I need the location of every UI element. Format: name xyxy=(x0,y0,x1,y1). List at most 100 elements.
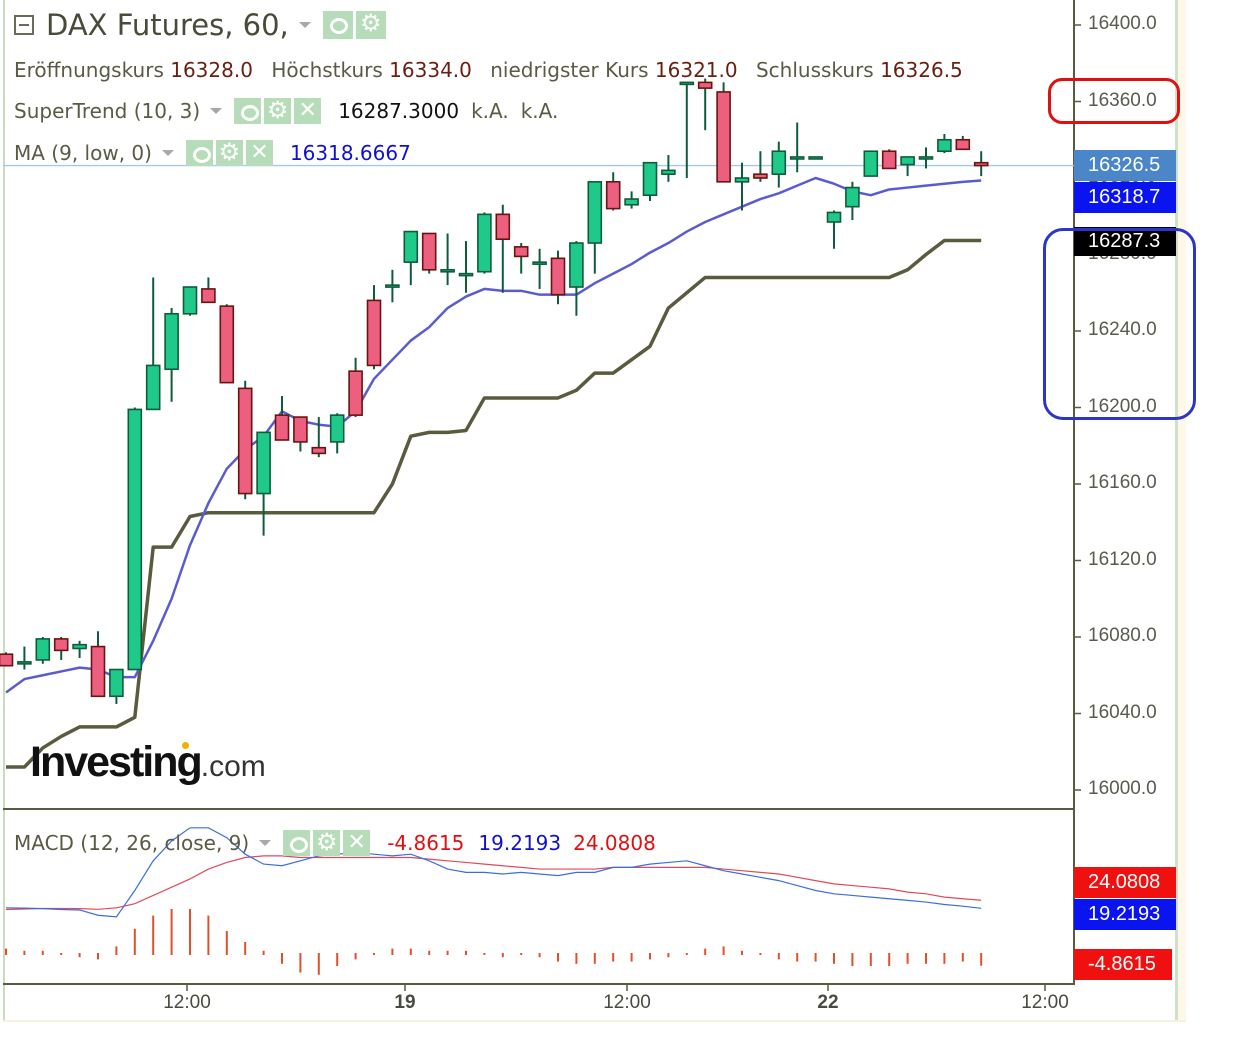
candle-up xyxy=(624,198,639,206)
candle-up xyxy=(808,156,823,160)
candle-up xyxy=(458,272,474,277)
high-value: 16334.0 xyxy=(389,58,472,82)
macd-histogram-tag: -4.8615 xyxy=(1074,949,1172,980)
candle-down xyxy=(348,370,363,416)
candle-up xyxy=(900,156,915,166)
candle-up xyxy=(72,643,87,650)
candle-down xyxy=(550,257,566,296)
chevron-down-icon[interactable] xyxy=(259,840,272,846)
bottom-frame-border xyxy=(3,1020,1186,1022)
settings-gear-icon[interactable] xyxy=(215,138,243,166)
ma-price-tag: 16318.7 xyxy=(1074,182,1176,213)
price-axis-label: 16360.0 xyxy=(1088,89,1157,111)
collapse-icon[interactable] xyxy=(14,15,34,35)
candle-up xyxy=(642,161,658,197)
remove-x-icon[interactable] xyxy=(343,830,371,856)
chevron-down-icon[interactable] xyxy=(298,22,311,28)
candle-down xyxy=(495,213,511,240)
candle-down xyxy=(293,416,308,443)
candle-up xyxy=(771,150,787,175)
candle-up xyxy=(734,177,750,183)
low-label: niedrigster Kurs xyxy=(490,58,649,82)
macd-line-tag: 19.2193 xyxy=(1074,899,1176,930)
time-axis-label: 12:00 xyxy=(603,992,651,1013)
price-axis-label: 16160.0 xyxy=(1088,472,1157,493)
candle-down xyxy=(753,173,768,179)
open-label: Eröffnungskurs xyxy=(14,58,164,82)
candle-up xyxy=(145,364,161,411)
supertrend-extra-2: k.A. xyxy=(520,99,559,123)
ohlc-legend: Eröffnungskurs 16328.0 Höchstkurs 16334.… xyxy=(14,58,975,82)
visibility-icon[interactable] xyxy=(283,830,311,856)
settings-gear-icon[interactable] xyxy=(313,828,341,856)
candle-down xyxy=(421,232,437,271)
candle-up xyxy=(403,230,419,263)
candle-up xyxy=(826,211,842,223)
visibility-icon[interactable] xyxy=(322,11,353,39)
supertrend-label: SuperTrend (10, 3) xyxy=(14,99,201,123)
moving-average-line xyxy=(5,176,982,694)
candle-up xyxy=(127,408,143,671)
settings-gear-icon[interactable] xyxy=(264,96,292,124)
time-axis-label: 22 xyxy=(817,992,839,1013)
macd-signal-value: 24.0808 xyxy=(573,831,656,855)
candle-down xyxy=(0,653,14,667)
candle-up xyxy=(845,186,860,208)
candle-down xyxy=(311,446,327,455)
logo-star-icon xyxy=(182,742,189,749)
candle-down xyxy=(716,91,731,183)
candle-up xyxy=(679,81,695,86)
candle-up xyxy=(477,213,492,273)
candle-up xyxy=(182,286,198,315)
candle-down xyxy=(237,387,253,495)
chart-title: DAX Futures, 60, xyxy=(46,8,289,42)
candle-up xyxy=(329,414,345,443)
candle-down xyxy=(955,138,971,151)
candle-down xyxy=(90,645,106,698)
annotation-red-rounded-box xyxy=(1048,78,1180,124)
price-axis-label: 16080.0 xyxy=(1088,625,1157,646)
right-frame-margin xyxy=(1178,0,1186,1022)
remove-x-icon[interactable] xyxy=(245,140,273,166)
candle-down xyxy=(605,181,621,210)
price-axis-label: 16040.0 xyxy=(1088,701,1157,723)
candle-up xyxy=(532,261,547,265)
time-axis-label: 19 xyxy=(394,992,416,1013)
price-axis-label: 16120.0 xyxy=(1088,548,1157,570)
candle-up xyxy=(17,661,32,665)
price-axis-label: 16240.0 xyxy=(1088,319,1157,340)
candle-up xyxy=(440,268,455,273)
macd-signal-line xyxy=(5,855,982,911)
candle-up xyxy=(164,312,179,371)
supertrend-price-tag: 16287.3 xyxy=(1074,227,1176,256)
supertrend-value: 16287.3000 xyxy=(338,99,460,123)
price-axis-label: 16200.0 xyxy=(1088,395,1157,417)
macd-legend: MACD (12, 26, close, 9) -4.8615 19.2193 … xyxy=(14,828,656,856)
candle-up xyxy=(789,156,805,160)
candle-down xyxy=(53,638,69,652)
close-value: 16326.5 xyxy=(880,58,963,82)
candle-up xyxy=(863,150,879,177)
candle-up xyxy=(918,156,934,160)
investing-logo: Investing.com xyxy=(30,738,266,786)
chevron-down-icon[interactable] xyxy=(161,150,174,156)
supertrend-line xyxy=(6,238,982,769)
chevron-down-icon[interactable] xyxy=(210,108,223,114)
candle-down xyxy=(973,161,989,167)
remove-x-icon[interactable] xyxy=(294,98,322,124)
visibility-icon[interactable] xyxy=(185,140,213,166)
annotation-blue-rounded-box xyxy=(1043,228,1196,420)
candle-down xyxy=(274,414,290,441)
candle-up xyxy=(256,431,271,495)
supertrend-extra-1: k.A. xyxy=(471,99,509,123)
candle-up xyxy=(661,169,676,175)
supertrend-legend: SuperTrend (10, 3) 16287.3000 k.A. k.A. xyxy=(14,96,559,124)
low-value: 16321.0 xyxy=(654,58,738,82)
candle-down xyxy=(201,288,216,304)
settings-gear-icon[interactable] xyxy=(355,9,386,39)
candle-up xyxy=(569,242,584,288)
high-label: Höchstkurs xyxy=(271,58,383,82)
candle-down xyxy=(513,246,529,258)
visibility-icon[interactable] xyxy=(234,98,262,124)
